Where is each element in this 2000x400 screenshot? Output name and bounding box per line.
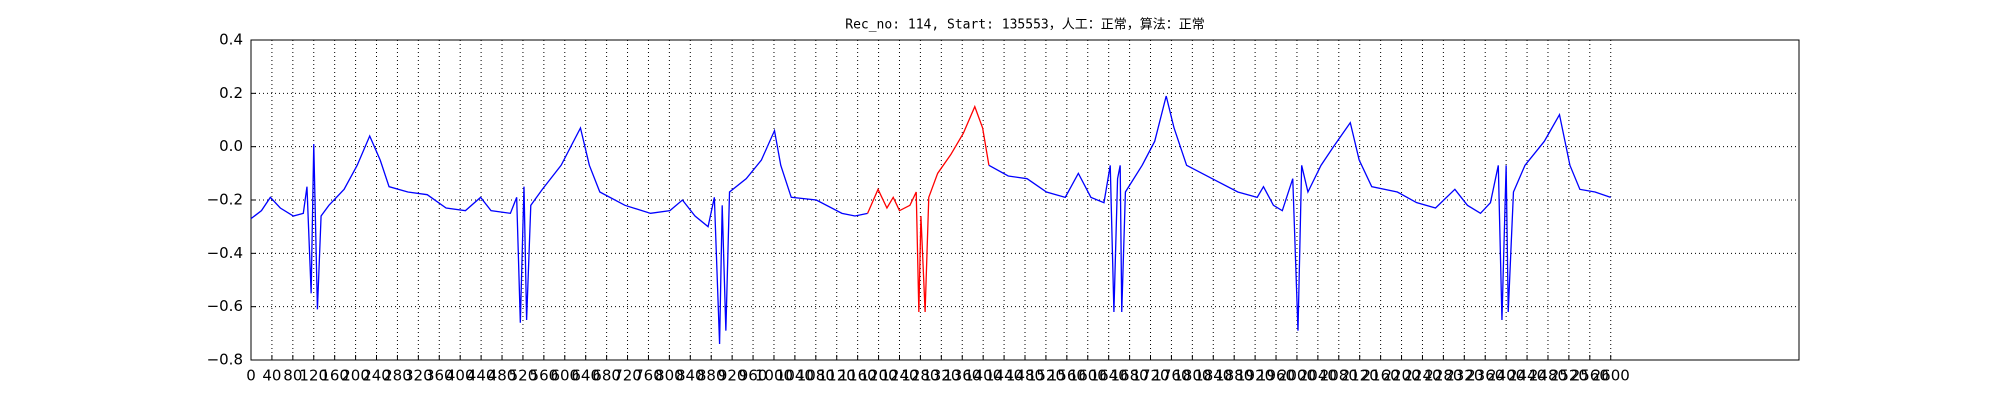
x-tick-label: 960 — [739, 367, 768, 385]
x-tick-label: 2560 — [1571, 367, 1609, 385]
x-tick-label: 1080 — [797, 367, 835, 385]
ecg-line — [988, 95, 1611, 331]
x-tick-label: 800 — [655, 367, 684, 385]
x-tick-label: 120 — [299, 367, 328, 385]
y-tick-label: −0.8 — [207, 351, 243, 369]
x-tick-label: 1920 — [1236, 367, 1274, 385]
x-tick-label: 1480 — [1006, 367, 1044, 385]
ecg-line — [250, 126, 868, 345]
x-tick-label: 2480 — [1529, 367, 1567, 385]
x-tick-label: 920 — [718, 367, 747, 385]
chart-title: Rec_no: 114, Start: 135553，人工：正常，算法：正常 — [845, 18, 1205, 33]
x-tick-label: 640 — [571, 367, 600, 385]
x-tick-label: 1040 — [776, 367, 814, 385]
x-tick-label: 880 — [697, 367, 726, 385]
x-tick-label: 480 — [488, 367, 517, 385]
y-tick-label: −0.2 — [207, 191, 243, 209]
x-tick-label: 1600 — [1069, 367, 1107, 385]
x-tick-label: 2400 — [1487, 367, 1525, 385]
x-tick-label: 200 — [341, 367, 370, 385]
x-tick-label: 2080 — [1320, 367, 1358, 385]
x-tick-label: 440 — [467, 367, 496, 385]
x-tick-label: 2520 — [1550, 367, 1588, 385]
x-tick-label: 1840 — [1194, 367, 1232, 385]
x-tick-label: 1760 — [1152, 367, 1190, 385]
x-tick-label: 2000 — [1278, 367, 1316, 385]
ecg-line — [866, 104, 990, 313]
x-tick-label: 2360 — [1466, 367, 1504, 385]
x-tick-label: 1640 — [1090, 367, 1128, 385]
x-tick-label: 1960 — [1257, 367, 1295, 385]
x-tick-label: 320 — [404, 367, 433, 385]
x-tick-label: 1280 — [901, 367, 939, 385]
x-tick-label: 840 — [676, 367, 705, 385]
x-tick-label: 2040 — [1299, 367, 1337, 385]
x-tick-label: 1400 — [964, 367, 1002, 385]
x-tick-label: 2600 — [1592, 367, 1630, 385]
y-tick-label: 0.0 — [219, 137, 243, 155]
x-tick-label: 1120 — [818, 367, 856, 385]
x-tick-label: 2160 — [1362, 367, 1400, 385]
y-tick-label: −0.4 — [207, 244, 243, 262]
x-tick-label: 520 — [509, 367, 538, 385]
x-tick-label: 80 — [283, 367, 302, 385]
x-tick-label: 280 — [383, 367, 412, 385]
x-tick-label: 160 — [320, 367, 349, 385]
x-tick-label: 360 — [425, 367, 454, 385]
x-tick-label: 760 — [634, 367, 663, 385]
x-tick-label: 40 — [262, 367, 281, 385]
x-tick-label: 2320 — [1445, 367, 1483, 385]
x-tick-label: 2280 — [1424, 367, 1462, 385]
x-tick-label: 560 — [530, 367, 559, 385]
x-tick-label: 1720 — [1131, 367, 1169, 385]
x-tick-label: 680 — [592, 367, 621, 385]
x-tick-label: 0 — [246, 367, 256, 385]
y-tick-label: 0.2 — [219, 84, 243, 102]
x-tick-label: 1440 — [985, 367, 1023, 385]
y-tick-label: 0.4 — [219, 31, 243, 49]
x-tick-label: 2240 — [1403, 367, 1441, 385]
x-tick-label: 2200 — [1382, 367, 1420, 385]
x-tick-label: 2440 — [1508, 367, 1546, 385]
x-tick-label: 1360 — [943, 367, 981, 385]
x-tick-label: 720 — [613, 367, 642, 385]
x-tick-label: 1320 — [922, 367, 960, 385]
x-tick-label: 1800 — [1173, 367, 1211, 385]
x-tick-label: 1000 — [755, 367, 793, 385]
x-tick-label: 1160 — [839, 367, 877, 385]
x-tick-label: 2120 — [1341, 367, 1379, 385]
x-tick-label: 1560 — [1048, 367, 1086, 385]
x-tick-label: 400 — [446, 367, 475, 385]
x-tick-label: 1880 — [1215, 367, 1253, 385]
x-tick-label: 1680 — [1111, 367, 1149, 385]
x-tick-label: 1240 — [880, 367, 918, 385]
plot-frame — [250, 39, 1800, 361]
x-tick-label: 1520 — [1027, 367, 1065, 385]
y-tick-label: −0.6 — [207, 297, 243, 315]
x-tick-label: 1200 — [859, 367, 897, 385]
x-tick-label: 240 — [362, 367, 391, 385]
x-tick-label: 600 — [550, 367, 579, 385]
